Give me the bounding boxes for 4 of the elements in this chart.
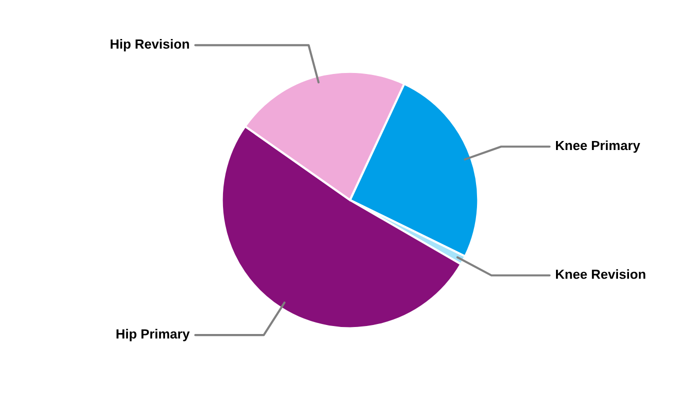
slice-label: Hip Revision <box>110 39 189 52</box>
slice-label: Hip Primary <box>116 328 190 342</box>
slice-label: Knee Primary <box>556 140 640 153</box>
slice-label: Knee Revision <box>556 269 646 279</box>
